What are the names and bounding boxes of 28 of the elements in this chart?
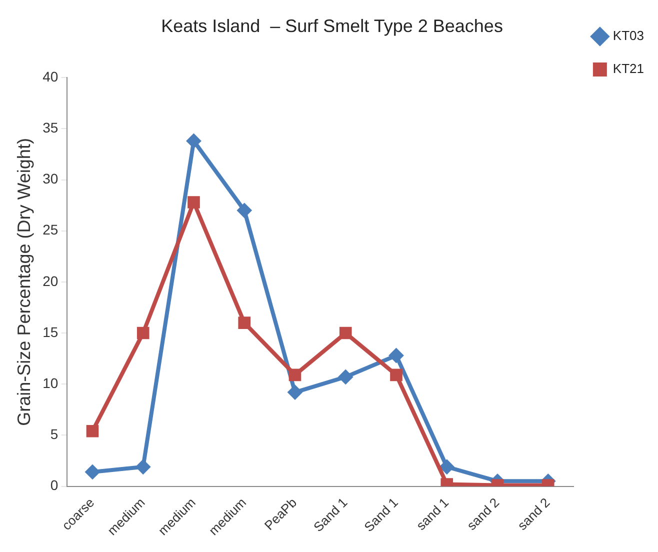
y-tick-label: 25 — [42, 222, 58, 238]
y-axis-title: Grain-Size Percentage (Dry Weight) — [14, 138, 34, 426]
legend-label: KT03 — [612, 28, 644, 44]
chart-title: Keats Island – Surf Smelt Type 2 Beaches — [161, 16, 503, 36]
y-tick-label: 5 — [50, 426, 58, 442]
point — [136, 326, 150, 340]
point — [136, 459, 151, 474]
point — [439, 459, 454, 474]
point — [86, 424, 99, 438]
point — [390, 368, 402, 382]
point — [388, 348, 404, 363]
legend-label: KT21 — [612, 61, 644, 76]
point — [236, 202, 252, 218]
y-tick-label: 35 — [42, 120, 58, 136]
y-tick-label: 15 — [42, 324, 58, 340]
point — [188, 196, 200, 208]
y-tick-label: 30 — [42, 170, 58, 187]
point — [287, 384, 302, 400]
y-tick-label: 0 — [50, 477, 58, 494]
point — [186, 133, 202, 148]
y-tick-label: 20 — [42, 272, 58, 289]
point — [238, 316, 251, 329]
point — [338, 369, 354, 384]
y-tick-label: 40 — [42, 68, 58, 84]
point — [288, 368, 302, 382]
point — [339, 326, 352, 340]
y-tick-label: 10 — [42, 374, 58, 391]
point — [84, 464, 100, 480]
